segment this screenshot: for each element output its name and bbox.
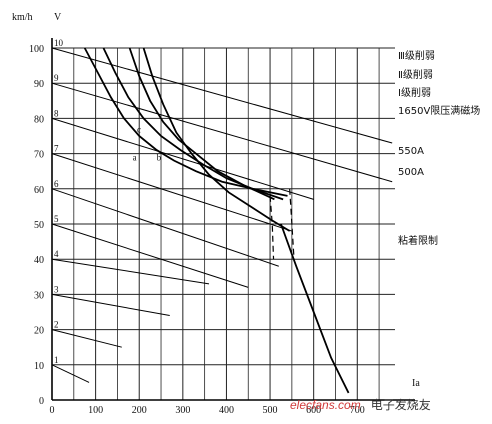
watermark: elecfans.com 电子发烧友 [290, 396, 431, 414]
notch-label: 10 [54, 38, 64, 48]
x-tick-label: 700 [350, 405, 365, 416]
watermark-text: elecfans.com [290, 398, 361, 412]
y-axis-title-right: V [54, 12, 62, 23]
legend-label: Ⅲ级削弱 [398, 49, 435, 62]
y-tick-label: 60 [34, 185, 44, 196]
y-tick-label: 80 [34, 114, 44, 125]
y-tick-label: 0 [39, 396, 44, 407]
y-tick-label: 90 [34, 79, 44, 90]
x-tick-label: 300 [175, 405, 190, 416]
y-tick-label: 70 [34, 150, 44, 161]
legend-label: 550A [398, 146, 424, 157]
y-tick-label: 30 [34, 290, 44, 301]
series-line [51, 329, 122, 348]
legend-label: 粘着限制 [398, 234, 438, 247]
x-tick-label: 0 [50, 405, 55, 416]
x-tick-label: 400 [219, 405, 234, 416]
notch-label: 7 [54, 144, 59, 154]
x-tick-label: 100 [88, 405, 103, 416]
series-line [51, 364, 90, 383]
series-line [280, 223, 350, 394]
legend-label: 500A [398, 167, 424, 178]
series-line [51, 153, 293, 232]
y-tick-label: 10 [34, 361, 44, 372]
point-label: b [157, 153, 162, 163]
legend-label: Ⅱ级削弱 [398, 68, 433, 81]
y-tick-label: 20 [34, 326, 44, 337]
series-line [83, 47, 288, 197]
notch-label: 9 [54, 73, 59, 83]
series-line [51, 47, 393, 144]
series-line [269, 195, 275, 260]
y-tick-label: 100 [29, 44, 44, 55]
notch-label: 1 [54, 355, 59, 365]
series-line [51, 258, 210, 285]
point-label: c [137, 124, 141, 134]
series-line [289, 188, 295, 260]
notch-label: 8 [54, 108, 59, 118]
notch-label: 3 [54, 284, 59, 294]
series-line [51, 117, 314, 200]
legend-label: Ⅰ级削弱 [398, 86, 431, 99]
point-label: a [133, 153, 137, 163]
y-tick-label: 50 [34, 220, 44, 231]
x-axis-title: Ia [412, 378, 420, 389]
y-tick-label: 40 [34, 255, 44, 266]
notch-label: 5 [54, 214, 59, 224]
series-line [51, 223, 249, 288]
legend-label: 1650V限压满磁场 [398, 104, 480, 117]
x-tick-label: 600 [306, 405, 321, 416]
x-tick-label: 200 [132, 405, 147, 416]
notch-label: 2 [54, 320, 59, 330]
watermark-suffix: 电子发烧友 [370, 398, 431, 412]
notch-label: 6 [54, 179, 59, 189]
series-line [51, 82, 393, 183]
series-line [128, 47, 275, 201]
x-tick-label: 500 [263, 405, 278, 416]
series-line [51, 293, 170, 317]
y-axis-title: km/h [12, 12, 33, 23]
notch-label: 4 [54, 249, 59, 259]
series-line [51, 188, 279, 267]
